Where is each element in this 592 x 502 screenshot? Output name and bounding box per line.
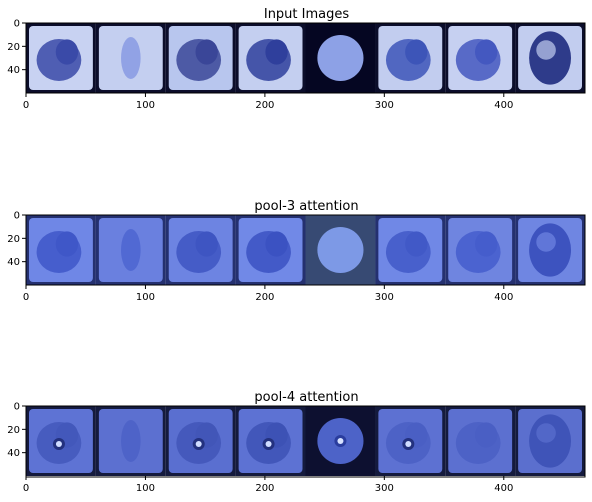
image-tile — [515, 23, 585, 93]
image-tile — [26, 23, 96, 93]
y-tick-label: 0 — [14, 402, 20, 413]
x-tick-label: 300 — [375, 100, 394, 111]
y-tick-label: 0 — [14, 19, 20, 30]
lesion-core — [405, 231, 428, 257]
image-tile — [445, 215, 516, 285]
image-tile — [445, 406, 516, 476]
image-strip — [26, 215, 585, 285]
image-tile — [165, 215, 236, 285]
panel-input-images: Input Images 0 100 200 300 400 0 20 40 — [7, 7, 586, 111]
image-tile — [95, 406, 166, 476]
x-tick-label: 100 — [136, 292, 155, 303]
lesion-highlight — [536, 40, 556, 60]
lesion-core — [55, 231, 79, 257]
x-axis-ticks: 0 100 200 300 400 — [23, 476, 513, 494]
panel-title: Input Images — [264, 7, 350, 22]
y-tick-label: 0 — [14, 211, 20, 222]
image-strip — [26, 23, 585, 93]
x-tick-label: 200 — [255, 292, 274, 303]
attention-hotspot — [195, 441, 202, 447]
x-axis-ticks: 0 100 200 300 400 — [23, 285, 513, 303]
image-tile — [165, 23, 236, 93]
x-tick-label: 0 — [23, 100, 29, 111]
lesion — [121, 420, 141, 462]
lesion — [121, 229, 141, 271]
lesion-core — [195, 231, 218, 257]
lesion-core — [475, 422, 498, 448]
y-tick-label: 20 — [7, 42, 20, 53]
image-tile — [95, 23, 166, 93]
x-tick-label: 200 — [255, 100, 274, 111]
image-tile — [515, 406, 585, 476]
x-tick-label: 100 — [136, 483, 155, 494]
lesion-core — [55, 39, 79, 65]
image-tile — [375, 215, 446, 285]
image-tile — [235, 23, 306, 93]
y-axis-ticks: 0 20 40 — [7, 19, 26, 76]
panel-title: pool-4 attention — [254, 390, 358, 405]
dermoscope-circle — [317, 34, 364, 82]
panel-pool3-attention: pool-3 attention 0 100 200 300 400 0 20 40 — [7, 199, 586, 303]
lesion-highlight — [536, 423, 556, 443]
x-tick-label: 300 — [375, 483, 394, 494]
attention-hotspot — [337, 438, 344, 444]
attention-hotspot — [405, 441, 412, 447]
y-tick-label: 20 — [7, 425, 20, 436]
y-tick-label: 40 — [7, 65, 20, 76]
image-tile — [95, 215, 166, 285]
x-tick-label: 200 — [255, 483, 274, 494]
lesion-core — [195, 39, 218, 65]
attention-hotspot — [265, 441, 272, 447]
image-strip — [26, 406, 585, 476]
y-tick-label: 40 — [7, 448, 20, 459]
image-tile — [305, 215, 376, 285]
image-tile — [305, 23, 376, 93]
image-tile — [445, 23, 516, 93]
image-tile — [235, 215, 306, 285]
y-tick-label: 20 — [7, 234, 20, 245]
image-tile — [375, 23, 446, 93]
lesion-core — [475, 231, 498, 257]
y-tick-label: 40 — [7, 257, 20, 268]
lesion-core — [265, 39, 288, 65]
lesion-highlight — [536, 232, 556, 252]
image-tile — [165, 406, 236, 476]
axes-frame — [25, 405, 586, 478]
lesion-core — [265, 231, 288, 257]
x-axis-ticks: 0 100 200 300 400 — [23, 93, 513, 111]
panel-pool4-attention: pool-4 attention 0 100 200 300 400 0 20 40 — [7, 390, 586, 494]
x-tick-label: 100 — [136, 100, 155, 111]
image-tile — [235, 406, 306, 476]
x-tick-label: 400 — [494, 292, 513, 303]
image-tile — [515, 215, 585, 285]
lesion-core — [475, 39, 498, 65]
attention-hotspot — [55, 441, 62, 447]
x-tick-label: 300 — [375, 292, 394, 303]
x-tick-label: 400 — [494, 483, 513, 494]
image-tile — [26, 215, 96, 285]
x-tick-label: 0 — [23, 292, 29, 303]
lesion-core — [405, 39, 428, 65]
axes-frame — [25, 214, 586, 286]
y-axis-ticks: 0 20 40 — [7, 211, 26, 268]
image-tile — [305, 406, 376, 476]
image-tile — [26, 406, 96, 476]
x-tick-label: 0 — [23, 483, 29, 494]
y-axis-ticks: 0 20 40 — [7, 402, 26, 459]
axes-frame — [25, 22, 586, 94]
image-tile — [375, 406, 446, 476]
dermoscope-circle — [317, 226, 364, 274]
panel-title: pool-3 attention — [254, 199, 358, 214]
lesion — [121, 37, 141, 79]
x-tick-label: 400 — [494, 100, 513, 111]
